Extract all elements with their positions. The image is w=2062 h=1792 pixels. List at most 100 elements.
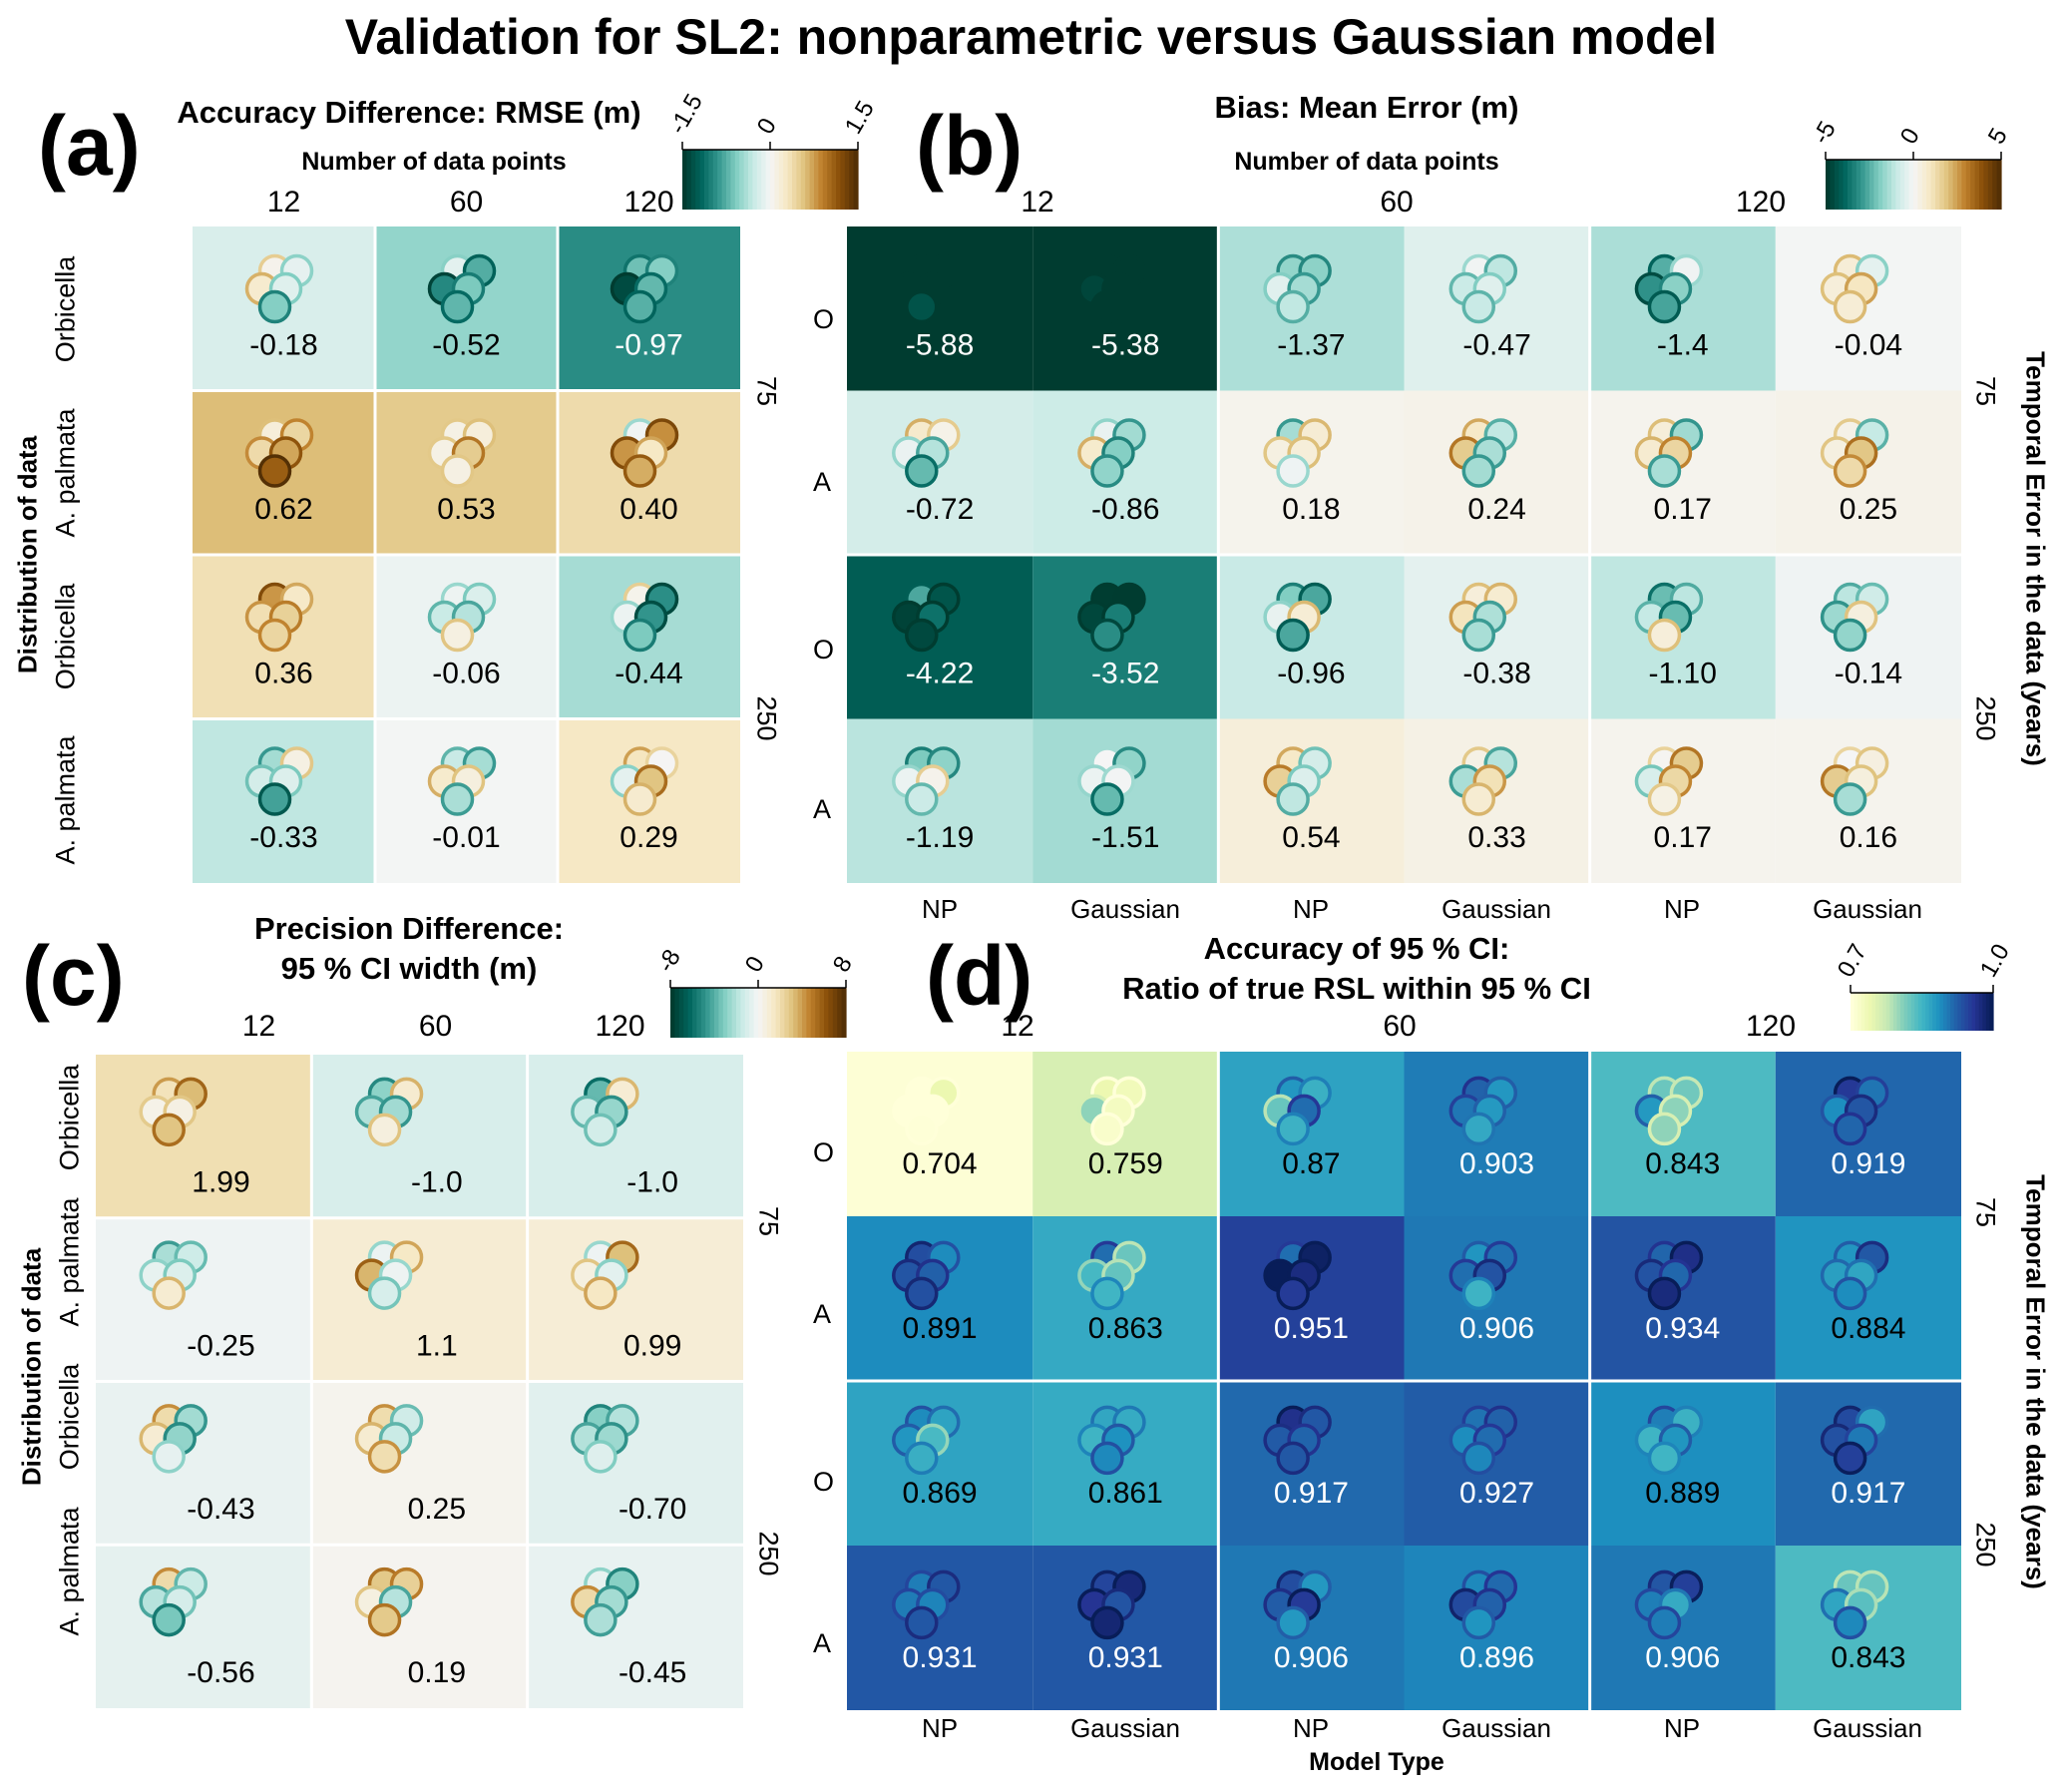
ensemble-member-circle xyxy=(1276,618,1310,653)
cell-value-label: -1.4 xyxy=(1657,328,1709,361)
panel-d-label: (d) xyxy=(926,929,1033,1023)
panel-b-grid-lines xyxy=(847,226,1961,883)
colorbar-segment xyxy=(674,988,680,1038)
panel-c-label: (c) xyxy=(22,929,125,1023)
colorbar-segment xyxy=(793,988,799,1038)
cell-value-label: 0.62 xyxy=(254,493,312,526)
colorbar-segment xyxy=(1891,160,1896,210)
heatmap-cell xyxy=(1218,1216,1405,1381)
heatmap-cell xyxy=(847,1216,1033,1381)
panel-d-xlabel: Model Type xyxy=(1309,1748,1444,1776)
colorbar-segment xyxy=(717,150,723,210)
heatmap-cell xyxy=(1775,555,1961,719)
cell-value-label: -1.0 xyxy=(411,1166,463,1199)
ensemble-member-circle xyxy=(257,289,292,324)
ensemble-member-circle xyxy=(257,782,292,816)
colorbar-segment xyxy=(796,150,802,210)
cell-value-label: -5.38 xyxy=(1091,328,1159,361)
heatmap-cell xyxy=(1218,226,1405,391)
ensemble-member-circle xyxy=(1276,782,1310,816)
cell-value-label: -0.18 xyxy=(249,328,317,361)
ensemble-member-circle xyxy=(1090,1605,1124,1640)
colorbar-segment xyxy=(788,988,794,1038)
panel-b-title: Bias: Mean Error (m) xyxy=(1214,90,1519,125)
cell-value-label: 0.54 xyxy=(1282,821,1340,854)
panel-b-xtick-1: Gaussian xyxy=(1070,894,1180,924)
colorbar-segment xyxy=(718,988,724,1038)
colorbar-segment xyxy=(1908,160,1914,210)
panel-d-ytick-1: A xyxy=(813,1299,832,1329)
cell-value-label: -5.88 xyxy=(906,328,974,361)
heatmap-cell xyxy=(1404,555,1590,719)
ensemble-member-circle xyxy=(584,1276,618,1310)
heatmap-cell xyxy=(1032,1546,1219,1710)
colorbar-segment xyxy=(1854,993,1858,1031)
colorbar-segment xyxy=(1843,160,1849,210)
ensemble-member-circle xyxy=(152,1440,186,1474)
cell-value-label: 0.889 xyxy=(1645,1477,1720,1510)
cell-value-label: 0.861 xyxy=(1088,1477,1163,1510)
panel-b-xtick-0: NP xyxy=(921,894,959,924)
heatmap-cell xyxy=(847,1052,1033,1216)
cell-value-label: -0.25 xyxy=(187,1329,254,1362)
heatmap-cell xyxy=(1589,1052,1776,1216)
heatmap-cell xyxy=(1404,1052,1590,1216)
colorbar-segment xyxy=(1935,160,1940,210)
ensemble-member-circle xyxy=(152,1276,186,1310)
ensemble-member-circle xyxy=(152,1113,186,1147)
panel-d-xtick-3: Gaussian xyxy=(1442,1713,1551,1743)
panel-b-xtick-4: NP xyxy=(1663,894,1701,924)
heatmap-cell xyxy=(847,390,1033,555)
ensemble-member-circle xyxy=(622,454,657,488)
panel-d-xgroup-2: 120 xyxy=(1745,1010,1797,1043)
panel-b-ytick-1: A xyxy=(813,467,832,497)
heatmap-cell xyxy=(1589,1546,1776,1710)
colorbar-tick-label: 0 xyxy=(1895,124,1925,149)
colorbar-segment xyxy=(1946,993,1951,1031)
colorbar-segment xyxy=(765,150,771,210)
panel-b-xtick-2: NP xyxy=(1292,894,1330,924)
colorbar-segment xyxy=(756,150,762,210)
heatmap-cell xyxy=(1218,1546,1405,1710)
panel-d-ytick-2: O xyxy=(813,1467,835,1497)
colorbar-segment xyxy=(1939,993,1944,1031)
colorbar-segment xyxy=(700,988,706,1038)
cell-value-label: 0.33 xyxy=(1467,821,1525,854)
colorbar-segment xyxy=(836,150,841,210)
colorbar-segment xyxy=(770,150,775,210)
colorbar-segment xyxy=(704,150,709,210)
heatmap-cell xyxy=(1589,226,1776,391)
colorbar-segment xyxy=(814,150,819,210)
colorbar-segment xyxy=(727,988,733,1038)
cell-value-label: 0.869 xyxy=(903,1477,978,1510)
colorbar-segment xyxy=(1921,160,1927,210)
cell-value-label: 0.16 xyxy=(1840,821,1897,854)
ensemble-member-circle xyxy=(622,782,657,816)
panel-d-xtick-2: NP xyxy=(1292,1713,1330,1743)
ensemble-member-circle xyxy=(905,289,939,324)
colorbar-segment xyxy=(744,988,750,1038)
colorbar-tick-label: 0.7 xyxy=(1833,940,1872,982)
heatmap-cell xyxy=(1775,1216,1961,1381)
colorbar-segment xyxy=(762,988,768,1038)
colorbar-segment xyxy=(1899,160,1905,210)
ensemble-member-circle xyxy=(1090,1441,1124,1476)
colorbar-segment xyxy=(810,988,816,1038)
colorbar-tick-label: -8 xyxy=(652,945,686,977)
colorbar-segment xyxy=(1856,160,1861,210)
heatmap-cell xyxy=(311,1545,528,1708)
panel-b-colorbar: -5 0 5 xyxy=(1808,117,2013,210)
ensemble-member-circle xyxy=(1833,618,1867,653)
colorbar-segment xyxy=(1926,160,1932,210)
cell-value-label: -0.33 xyxy=(249,821,317,854)
ensemble-member-circle xyxy=(1461,454,1496,488)
ensemble-member-circle xyxy=(1461,618,1496,653)
ensemble-member-circle xyxy=(1090,782,1124,816)
colorbar-segment xyxy=(1895,160,1901,210)
panel-b-xgroup-2: 120 xyxy=(1735,186,1787,219)
ensemble-member-circle xyxy=(584,1113,618,1147)
panel-b-ytick-2: O xyxy=(813,635,835,665)
colorbar-segment xyxy=(1864,993,1869,1031)
colorbar-segment xyxy=(1960,993,1965,1031)
cell-value-label: 0.934 xyxy=(1645,1312,1720,1345)
